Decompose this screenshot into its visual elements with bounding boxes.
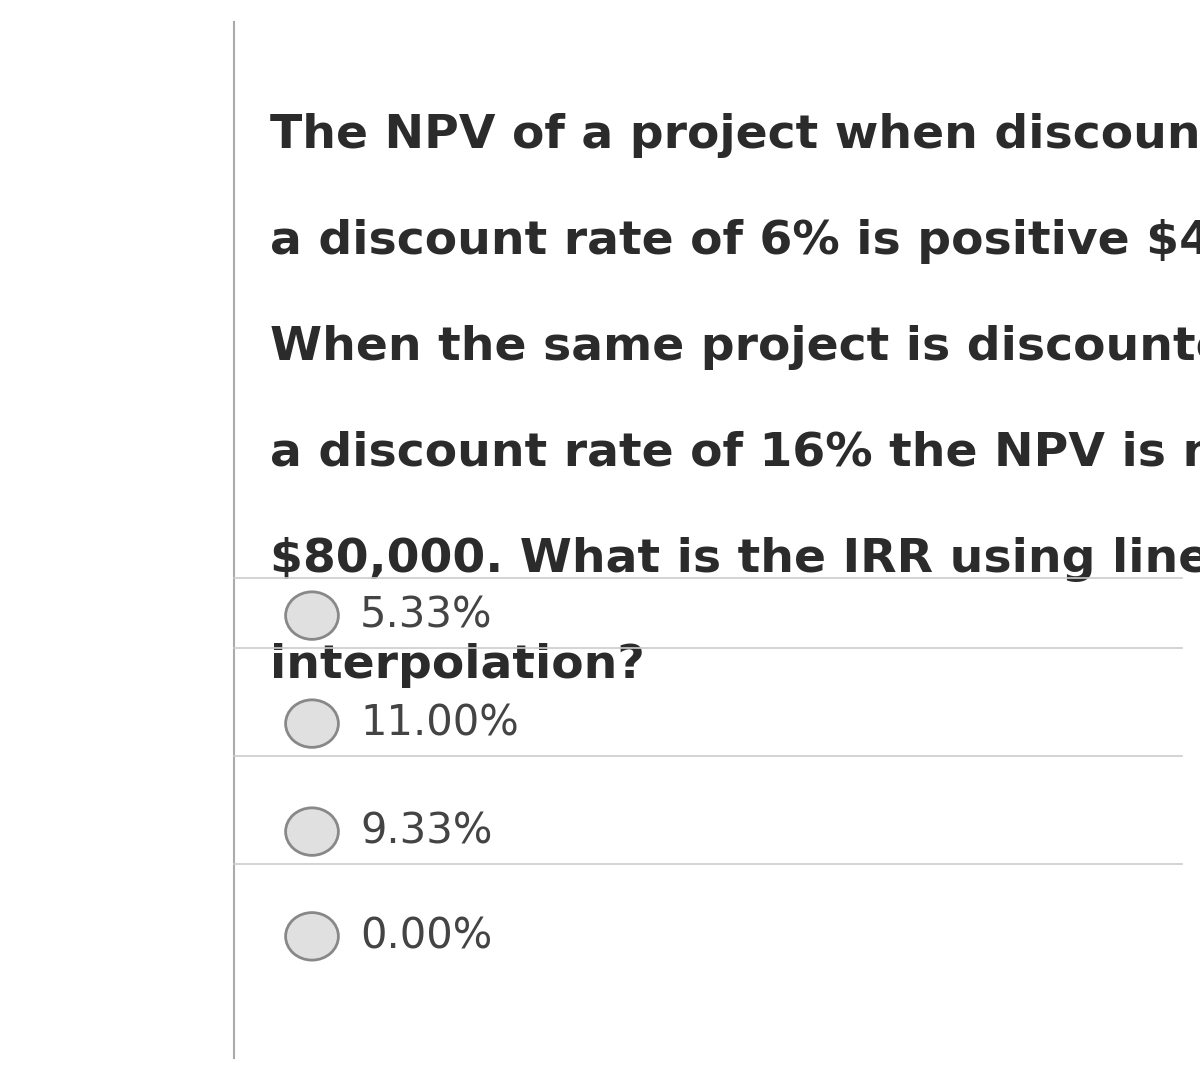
Text: 5.33%: 5.33% [360, 595, 492, 636]
Text: a discount rate of 16% the NPV is negative: a discount rate of 16% the NPV is negati… [270, 431, 1200, 476]
Circle shape [286, 700, 338, 747]
Circle shape [286, 592, 338, 639]
Text: interpolation?: interpolation? [270, 643, 644, 688]
Text: a discount rate of 6% is positive $40,000.: a discount rate of 6% is positive $40,00… [270, 219, 1200, 265]
Text: $80,000. What is the IRR using linear: $80,000. What is the IRR using linear [270, 537, 1200, 582]
Text: 9.33%: 9.33% [360, 811, 492, 852]
Text: 0.00%: 0.00% [360, 916, 492, 957]
Text: The NPV of a project when discounted using: The NPV of a project when discounted usi… [270, 113, 1200, 159]
Text: When the same project is discounted using: When the same project is discounted usin… [270, 325, 1200, 370]
Text: 11.00%: 11.00% [360, 703, 518, 744]
Circle shape [286, 808, 338, 855]
Circle shape [286, 913, 338, 960]
